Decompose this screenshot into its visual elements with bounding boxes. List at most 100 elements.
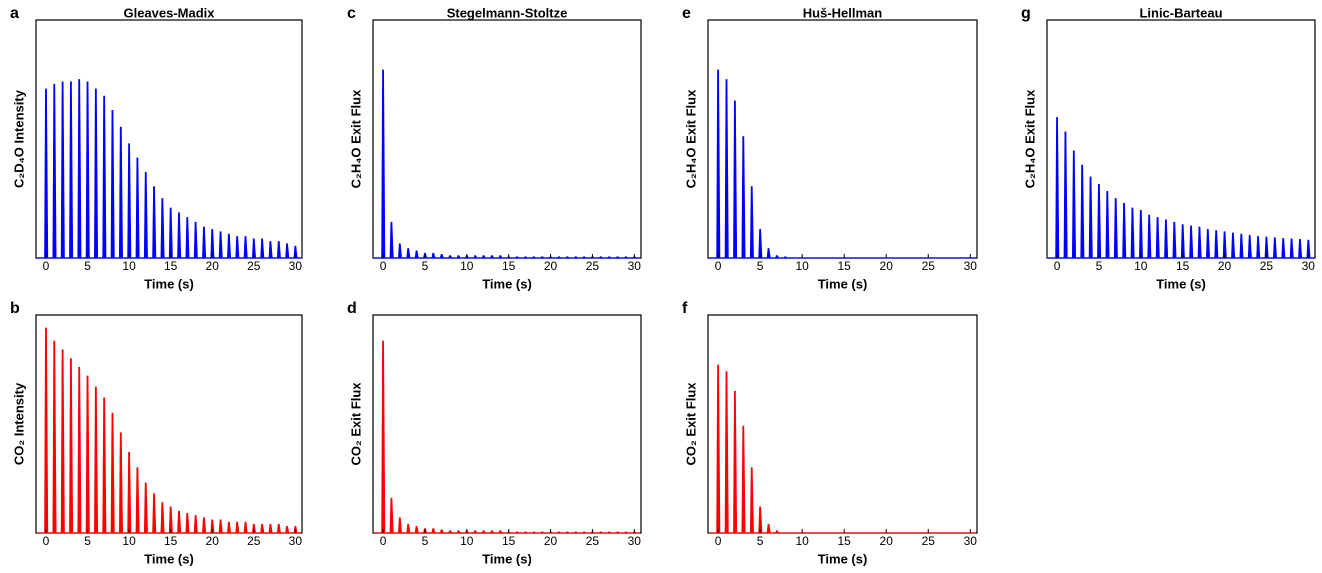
x-tick-label: 25 — [922, 259, 936, 273]
pulse-peak — [227, 521, 232, 534]
pulse-peak — [268, 240, 273, 259]
pulse-peak — [397, 243, 403, 259]
x-tick-label: 30 — [964, 534, 978, 548]
x-axis-label: Time (s) — [818, 551, 868, 566]
pulse-peak — [498, 530, 503, 534]
pulse-peak — [143, 171, 148, 259]
pulse-peak — [1281, 238, 1286, 259]
pulse-peak — [260, 238, 265, 259]
pulse-peak — [1256, 236, 1261, 259]
pulse-peak — [218, 519, 223, 534]
pulse-peak — [448, 255, 453, 259]
panel: 0 5 10 15 20 25 30 Time (s) CO₂ Exit Flux f — [682, 300, 978, 566]
x-tick-label: 0 — [43, 534, 50, 548]
pulse-peak — [251, 523, 257, 534]
pulse-peak — [218, 231, 223, 259]
pulse-peak — [152, 493, 157, 534]
pulse-peak — [774, 530, 780, 534]
pulse-peak — [556, 531, 562, 534]
x-tick-label: 5 — [84, 534, 91, 548]
pulse-peak — [481, 530, 487, 534]
pulse-peak — [481, 255, 487, 259]
pulse-peak — [118, 432, 123, 534]
panel-title: Gleaves-Madix — [123, 5, 215, 20]
x-tick-label: 25 — [922, 534, 936, 548]
pulse-peak — [1231, 232, 1236, 259]
pulse-peak — [556, 256, 562, 259]
pulse-peak — [276, 523, 281, 534]
y-axis-label: C₂H₄O Exit Flux — [683, 89, 698, 188]
x-tick-label: 25 — [586, 259, 600, 273]
pulse-peak — [52, 83, 57, 259]
pulse-peak — [539, 531, 546, 534]
x-axis-label: Time (s) — [1156, 276, 1206, 291]
pulse-peak — [52, 340, 57, 534]
pulse-peak — [243, 236, 248, 259]
x-tick-label: 20 — [544, 259, 558, 273]
y-axis-label: C₂H₄O Exit Flux — [1022, 89, 1037, 188]
y-axis-label: C₂H₄O Exit Flux — [348, 89, 363, 188]
pulse-peak — [749, 186, 754, 259]
x-tick-label: 15 — [838, 259, 852, 273]
y-axis-label: CO₂ Exit Flux — [683, 382, 698, 466]
pulse-peak — [381, 69, 386, 259]
pulse-peak — [77, 366, 82, 534]
pulse-peak — [118, 126, 123, 259]
pulse-peak — [531, 531, 537, 534]
pulse-peak — [193, 515, 198, 534]
pulse-peak — [210, 229, 215, 259]
pulse-peak — [152, 186, 157, 259]
x-tick-label: 5 — [422, 534, 429, 548]
pulse-peak — [285, 526, 290, 534]
pulse-peak — [489, 255, 495, 259]
x-tick-label: 25 — [1260, 259, 1274, 273]
pulse-peak — [177, 510, 182, 534]
y-axis-label: CO₂ Intensity — [11, 382, 26, 465]
pulse-peak — [268, 523, 273, 534]
pulse-peak — [127, 143, 132, 259]
pulse-peak — [758, 229, 763, 259]
pulse-peak — [160, 502, 165, 534]
x-tick-label: 25 — [586, 534, 600, 548]
pulse-peak — [1247, 234, 1252, 259]
pulse-peak — [581, 531, 587, 534]
pulse-peak — [724, 79, 729, 259]
plot-frame — [707, 19, 978, 259]
pulse-peak — [85, 81, 90, 259]
pulse-peak — [1239, 233, 1244, 259]
x-axis-label: Time (s) — [144, 276, 194, 291]
panel-letter: e — [682, 5, 691, 22]
pulse-peak — [1306, 239, 1311, 259]
pulse-peak — [1063, 131, 1068, 259]
plot-frame — [372, 19, 642, 259]
pulse-peak — [276, 240, 281, 259]
pulse-peak — [733, 100, 738, 259]
x-tick-label: 20 — [206, 534, 220, 548]
pulse-peak — [623, 531, 629, 534]
x-tick-label: 25 — [247, 534, 261, 548]
x-tick-label: 10 — [122, 534, 136, 548]
pulse-peak — [431, 252, 436, 259]
plot-frame — [1046, 19, 1316, 259]
pulse-peak — [414, 526, 419, 534]
pulse-peak — [185, 512, 190, 534]
pulse-peak — [1264, 236, 1269, 259]
x-tick-label: 15 — [164, 259, 178, 273]
y-axis-label: CO₂ Exit Flux — [348, 382, 363, 466]
pulse-peak — [733, 390, 738, 534]
pulse-peak — [406, 248, 411, 259]
x-tick-label: 20 — [880, 259, 894, 273]
pulse-peak — [606, 256, 613, 259]
pulse-peak — [573, 256, 579, 259]
x-tick-label: 10 — [1134, 259, 1148, 273]
x-tick-label: 20 — [206, 259, 220, 273]
x-axis-label: Time (s) — [482, 276, 532, 291]
pulse-peak — [102, 95, 107, 259]
pulse-peak — [1130, 207, 1135, 259]
x-tick-label: 20 — [1218, 259, 1232, 273]
pulse-peak — [293, 245, 298, 259]
x-axis-label: Time (s) — [818, 276, 868, 291]
panel: 0 5 10 15 20 25 30 Time (s) C₂H₄O Exit Flux e Huš-… — [682, 5, 978, 291]
pulse-peak — [1155, 217, 1160, 259]
pulse-peak — [260, 523, 265, 534]
